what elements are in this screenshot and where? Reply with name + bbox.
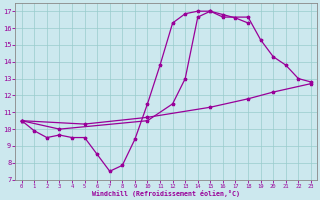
X-axis label: Windchill (Refroidissement éolien,°C): Windchill (Refroidissement éolien,°C) bbox=[92, 190, 240, 197]
